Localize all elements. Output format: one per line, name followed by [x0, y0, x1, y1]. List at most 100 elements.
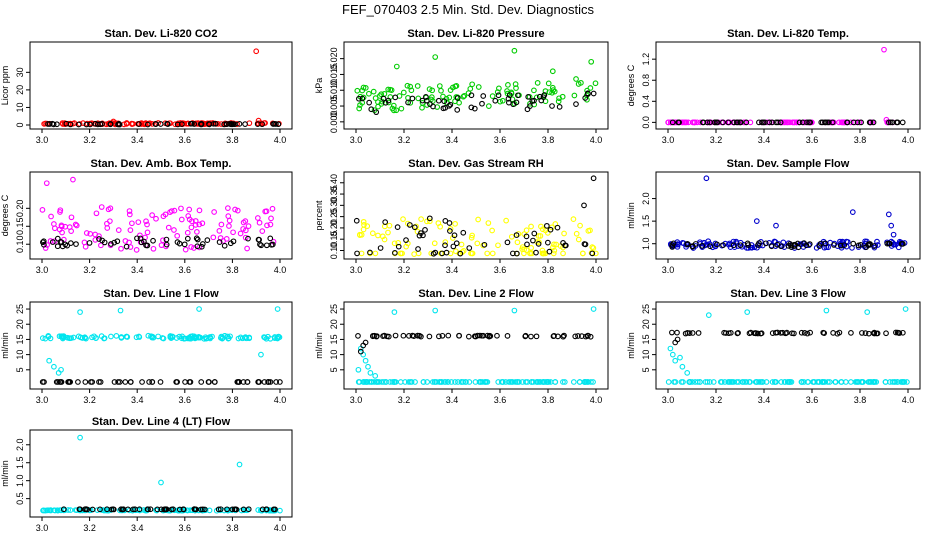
data-point: [546, 248, 553, 255]
x-tick-label: 3.8: [542, 395, 555, 405]
data-point: [277, 379, 283, 385]
data-point: [242, 121, 248, 127]
data-point: [743, 119, 750, 126]
data-point: [397, 250, 404, 257]
data-point: [469, 232, 475, 239]
data-point: [144, 242, 151, 249]
data-point: [422, 227, 428, 233]
data-point: [537, 233, 544, 239]
y-tick-label: 15: [329, 334, 339, 344]
data-point: [231, 506, 238, 513]
x-tick-label: 3.8: [854, 265, 867, 275]
data-point: [362, 339, 369, 346]
y-tick-label: 0.010: [329, 79, 339, 102]
data-point: [137, 232, 143, 239]
data-point: [779, 329, 786, 336]
data-point: [178, 121, 185, 127]
data-point: [720, 242, 726, 248]
data-point: [412, 379, 418, 385]
y-axis-label: percent: [314, 200, 324, 231]
data-point: [723, 330, 729, 336]
y-tick-label: 25: [15, 304, 25, 314]
data-point: [133, 334, 140, 341]
data-point: [51, 221, 57, 227]
data-point: [791, 330, 797, 337]
data-point: [841, 119, 848, 126]
data-point: [379, 98, 386, 105]
data-point: [83, 121, 90, 128]
data-point: [263, 208, 270, 215]
data-point: [385, 97, 392, 104]
data-point: [578, 333, 585, 339]
data-point: [513, 85, 519, 91]
chart-panel-10: Stan. Dev. Line 4 (LT) Flow ml/min 3.0 3.2 3…: [0, 416, 293, 533]
data-point: [756, 119, 762, 126]
data-point: [245, 235, 251, 242]
data-point: [54, 243, 61, 250]
x-tick-label: 4.0: [902, 135, 915, 145]
data-point: [403, 237, 409, 243]
data-point: [373, 109, 380, 116]
chart-title: Stan. Dev. Line 2 Flow: [418, 288, 534, 300]
y-tick-label: 15: [641, 334, 651, 344]
data-point: [533, 94, 540, 101]
data-point: [481, 241, 488, 248]
data-point: [442, 379, 449, 385]
data-point: [415, 95, 422, 102]
data-point: [138, 121, 145, 127]
data-point: [892, 241, 899, 248]
x-tick-label: 3.0: [350, 135, 363, 145]
x-tick-label: 3.6: [494, 395, 507, 405]
data-point: [494, 332, 500, 339]
data-point: [356, 105, 363, 112]
data-point: [68, 335, 74, 341]
data-point: [389, 379, 396, 385]
y-tick-label: 1.0: [641, 237, 651, 250]
data-point: [714, 241, 720, 248]
x-tick-label: 3.8: [542, 265, 555, 275]
y-axis-label: degrees C: [626, 64, 636, 106]
data-point: [62, 223, 69, 230]
data-point: [157, 379, 164, 385]
data-point: [197, 121, 204, 127]
data-point: [160, 213, 167, 220]
data-point: [484, 250, 491, 257]
data-point: [215, 506, 222, 513]
data-point: [355, 333, 361, 339]
data-point: [242, 334, 249, 341]
data-point: [452, 379, 458, 385]
data-point: [460, 229, 467, 236]
data-point: [472, 379, 479, 385]
data-point: [192, 218, 199, 224]
data-point: [452, 98, 458, 105]
data-point: [590, 306, 597, 312]
data-point: [838, 379, 845, 385]
data-point: [438, 87, 444, 94]
data-point: [695, 330, 702, 336]
data-point: [117, 307, 124, 314]
data-point: [243, 335, 250, 342]
data-point: [221, 242, 228, 249]
data-point: [97, 379, 104, 385]
data-point: [885, 211, 892, 218]
chart-title: Stan. Dev. Li-820 CO2: [105, 28, 218, 40]
data-point: [405, 94, 411, 101]
data-point: [407, 99, 414, 106]
data-point: [411, 333, 417, 339]
data-point: [395, 240, 401, 246]
data-point: [240, 219, 247, 226]
x-tick-label: 3.2: [398, 265, 411, 275]
data-point: [82, 243, 89, 250]
data-point: [793, 119, 800, 126]
data-point: [210, 120, 217, 127]
data-point: [360, 84, 367, 91]
x-tick-label: 4.0: [274, 265, 287, 275]
data-point: [555, 98, 562, 105]
data-point: [409, 95, 416, 102]
data-point: [217, 506, 224, 513]
data-point: [442, 239, 449, 245]
data-point: [552, 379, 559, 385]
data-point: [458, 241, 465, 248]
data-point: [455, 379, 461, 385]
series-series-b: [669, 329, 906, 346]
